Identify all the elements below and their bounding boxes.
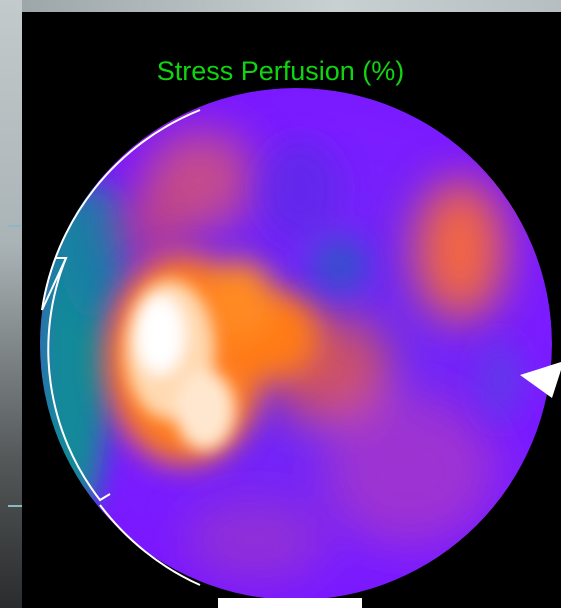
segment-outline-top [41,109,201,311]
polar-map-title: Stress Perfusion (%) [156,56,405,86]
left-edge-tick [8,505,22,507]
perfusion-disc [40,88,552,600]
window-border-left [0,0,22,608]
hottest-region [125,280,235,450]
window-border-top [0,0,561,12]
segment-outline-bottom [99,504,201,586]
cool-region [260,140,522,420]
left-edge-tick [8,225,22,227]
arrow-pointer-icon [520,362,561,398]
segment-outline-left [47,257,111,502]
bottom-label-tab [218,598,362,608]
